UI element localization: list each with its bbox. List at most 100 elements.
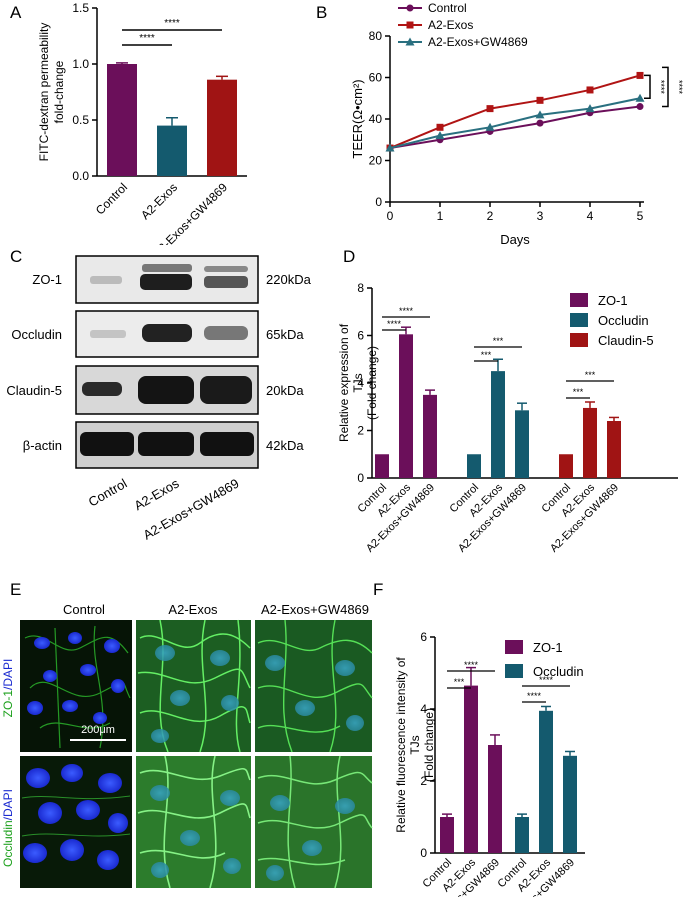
significance-label: **** bbox=[164, 18, 180, 29]
data-point bbox=[585, 104, 595, 113]
blot-label-occludin: Occludin bbox=[11, 327, 62, 342]
data-point bbox=[636, 103, 644, 111]
chart-b-teer: 0 20 40 60 80 0 1 2 3 4 5 Days TEER(Ω•cm²) Control A2-… bbox=[350, 1, 684, 247]
x-tick-label: 1 bbox=[437, 209, 444, 223]
y-tick-label: 1.0 bbox=[72, 57, 89, 71]
panel-label-f: F bbox=[373, 580, 384, 599]
data-point bbox=[435, 131, 445, 140]
significance-label: **** bbox=[527, 691, 542, 701]
significance-label: **** bbox=[464, 660, 479, 670]
blot-band bbox=[204, 276, 248, 288]
series-line-1 bbox=[389, 74, 641, 149]
legend-label: A2-Exos bbox=[428, 18, 473, 32]
y-axis-label-line: Relative expression of bbox=[337, 323, 351, 442]
y-tick-label: 0 bbox=[420, 846, 427, 860]
legend-swatch bbox=[570, 293, 588, 307]
blot-lane-control: Control bbox=[86, 476, 130, 510]
x-tick-label: A2-Exos bbox=[138, 180, 180, 222]
significance-label: *** bbox=[481, 350, 492, 360]
micro-tile-occludin-control bbox=[20, 756, 132, 888]
y-axis-label: Relative expression ofTJs(Fold change) bbox=[337, 323, 379, 442]
chart-a-permeability: 0.0 0.5 1.0 1.5 FITC-dextran permeabilityfol… bbox=[37, 1, 247, 245]
micro-tile-zo1-a2exos bbox=[136, 619, 251, 753]
significance-label: *** bbox=[454, 677, 465, 687]
significance-label: **** bbox=[656, 80, 666, 95]
y-tick-label: 6 bbox=[357, 329, 364, 343]
y-axis-label-line: (Fold change) bbox=[422, 708, 436, 782]
legend-swatch bbox=[505, 664, 523, 678]
blot-band bbox=[204, 266, 248, 272]
blot-label-zo1: ZO-1 bbox=[32, 272, 62, 287]
blot-band bbox=[90, 276, 122, 284]
blot-band bbox=[80, 432, 134, 456]
data-point bbox=[536, 96, 544, 104]
data-point bbox=[486, 105, 494, 113]
data-point bbox=[536, 119, 544, 127]
blot-band bbox=[204, 326, 248, 340]
significance-label: **** bbox=[674, 80, 684, 95]
bar-zo-1 bbox=[399, 334, 413, 478]
y-axis-label-line: FITC-dextran permeability bbox=[37, 23, 51, 162]
data-point bbox=[436, 123, 444, 131]
x-tick-label: 5 bbox=[637, 209, 644, 223]
chart-d-tj-expression: 0 2 4 6 8 Relative expression ofTJs(Fold chan… bbox=[337, 281, 678, 555]
data-point bbox=[535, 110, 545, 119]
series-line-0 bbox=[389, 105, 641, 150]
x-tick-label: 2 bbox=[487, 209, 494, 223]
y-tick-label: 2 bbox=[420, 774, 427, 788]
y-tick-label: 0 bbox=[375, 195, 382, 209]
micro-row-counter-occludin: /DAPI bbox=[1, 789, 15, 820]
y-axis-label-line: TJs bbox=[351, 373, 365, 392]
blot-band bbox=[82, 382, 122, 396]
blot-band bbox=[138, 432, 194, 456]
blot-size-occludin: 65kDa bbox=[266, 327, 304, 342]
micro-row-stain-zo1: ZO-1 bbox=[1, 690, 15, 718]
legend-label: Control bbox=[428, 1, 467, 15]
micro-tile-occludin-gw4869 bbox=[255, 755, 373, 889]
significance-label: *** bbox=[493, 336, 504, 346]
data-point bbox=[636, 71, 644, 79]
bar-zo-1 bbox=[375, 454, 389, 478]
micro-row-stain-occludin: Occludin bbox=[1, 820, 15, 867]
panel-label-a: A bbox=[10, 3, 22, 22]
data-point bbox=[485, 122, 495, 131]
significance-bracket bbox=[662, 66, 669, 108]
bar-occludin bbox=[467, 454, 481, 478]
legend-label: ZO-1 bbox=[598, 293, 628, 308]
significance-bracket bbox=[644, 74, 651, 99]
y-axis-label: FITC-dextran permeabilityfold-change bbox=[37, 23, 66, 162]
series-line-2 bbox=[389, 97, 641, 150]
blot-band bbox=[200, 432, 254, 456]
bar-occludin bbox=[539, 710, 553, 853]
bar-claudin-5 bbox=[583, 407, 597, 478]
y-axis-label: TEER(Ω•cm²) bbox=[350, 79, 365, 158]
x-tick-label: 4 bbox=[587, 209, 594, 223]
micro-tile-occludin-a2exos bbox=[136, 755, 251, 889]
micro-tile-zo1-gw4869 bbox=[255, 619, 373, 753]
blot-band bbox=[90, 330, 126, 338]
y-tick-label: 4 bbox=[357, 376, 364, 390]
y-tick-label: 0 bbox=[357, 471, 364, 485]
bar-zo-1 bbox=[464, 685, 478, 853]
micro-col-a2exos: A2-Exos bbox=[168, 602, 218, 617]
y-axis-label-line: Relative fluorescence intensity of bbox=[394, 657, 408, 833]
legend-label: ZO-1 bbox=[533, 640, 563, 655]
bar-a2-exos bbox=[157, 125, 187, 176]
legend-swatch bbox=[570, 333, 588, 347]
y-tick-label: 40 bbox=[369, 112, 383, 126]
x-tick-label: 0 bbox=[387, 209, 394, 223]
y-axis-label-line: fold-change bbox=[52, 60, 66, 123]
x-tick-label: Control bbox=[93, 180, 130, 217]
bar-occludin bbox=[563, 755, 577, 853]
y-axis-label: Relative fluorescence intensity ofTJs(Fo… bbox=[394, 657, 436, 833]
y-tick-label: 0.5 bbox=[72, 113, 89, 127]
chart-f-fluorescence: 0 2 4 6 Relative fluorescence intensity ofTJ… bbox=[394, 630, 585, 897]
bar-a2-exos+gw4869 bbox=[207, 79, 237, 176]
legend-label: Occludin bbox=[533, 664, 584, 679]
significance-label: *** bbox=[585, 370, 596, 380]
y-tick-label: 0.0 bbox=[72, 169, 89, 183]
significance-label: **** bbox=[539, 675, 554, 685]
immunofluorescence-panel: Control A2-Exos A2-Exos+GW4869 ZO-1/DAPI… bbox=[1, 602, 373, 889]
blot-size-zo1: 220kDa bbox=[266, 272, 312, 287]
data-point bbox=[385, 143, 395, 152]
